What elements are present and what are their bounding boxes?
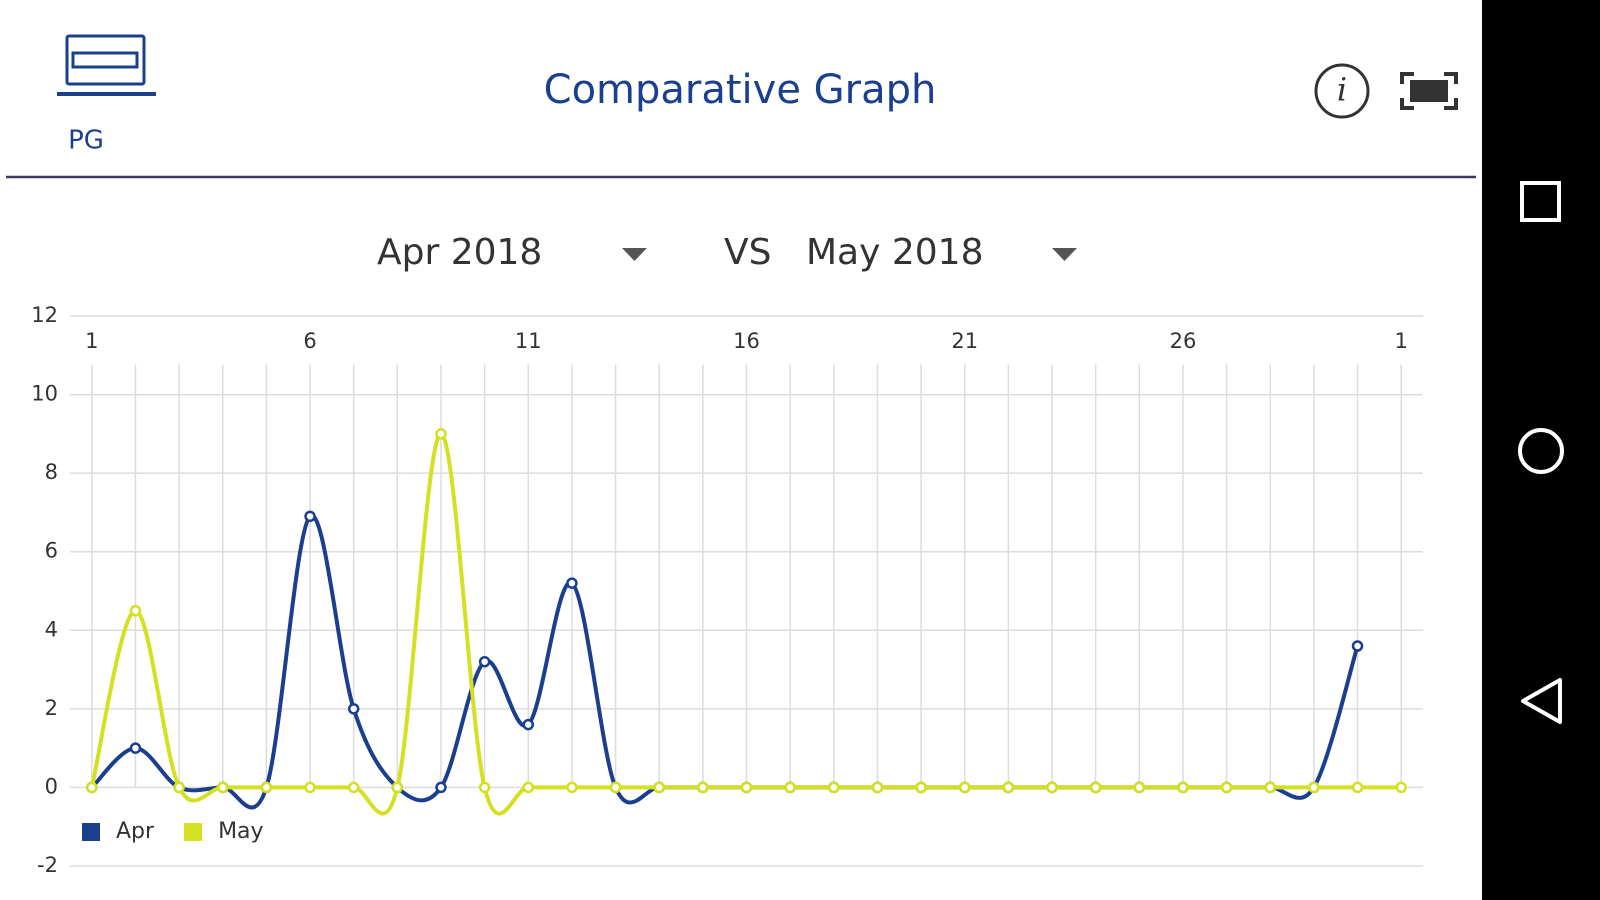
back-button[interactable] (1521, 678, 1562, 724)
data-point (1002, 781, 1015, 794)
data-point (1177, 781, 1189, 794)
x-tick-label: 6 (303, 329, 316, 353)
data-point (1395, 781, 1407, 794)
data-point (653, 781, 665, 794)
x-tick-label: 1 (85, 329, 98, 353)
y-tick-label: 6 (45, 539, 58, 563)
y-tick-label: 12 (31, 303, 58, 327)
recent-apps-button[interactable] (1520, 181, 1561, 222)
data-point (435, 428, 447, 440)
legend-item: Apr (82, 819, 155, 844)
legend-item: May (184, 819, 264, 844)
data-point (260, 781, 273, 794)
y-tick-label: 10 (31, 382, 58, 406)
data-point (391, 781, 404, 794)
data-point (1089, 781, 1102, 794)
data-point (347, 781, 360, 794)
y-tick-label: 8 (45, 460, 58, 484)
data-point (522, 718, 535, 731)
x-tick-label: 16 (733, 329, 760, 353)
data-point (1351, 781, 1364, 794)
data-point (1220, 781, 1233, 794)
y-tick-label: 2 (45, 696, 58, 720)
fullscreen-button[interactable] (1400, 72, 1458, 110)
device-icon[interactable] (57, 34, 156, 96)
data-point (478, 781, 491, 794)
data-point (1133, 781, 1146, 794)
data-point (740, 781, 753, 794)
x-tick-label: 11 (515, 329, 542, 353)
data-point (1351, 640, 1364, 652)
data-point (566, 577, 578, 589)
vs-label: VS (724, 232, 771, 273)
x-tick-label: 1 (1394, 329, 1407, 353)
nav-bar (1482, 0, 1600, 900)
data-point (217, 781, 229, 794)
data-point (347, 703, 360, 715)
data-point (129, 604, 142, 617)
month-selector-left[interactable]: Apr 2018 (377, 232, 647, 273)
legend-swatch (82, 823, 100, 841)
legend-label: Apr (116, 819, 155, 844)
selector-text: Apr 2018 (377, 232, 542, 273)
data-point (304, 510, 316, 523)
data-point (566, 781, 578, 794)
legend-label: May (218, 819, 263, 844)
data-point (697, 781, 709, 794)
data-point (609, 781, 622, 794)
x-tick-label: 26 (1170, 329, 1197, 353)
data-point (86, 781, 98, 794)
data-point (522, 781, 535, 794)
page-title: Comparative Graph (544, 67, 937, 113)
y-tick-label: 0 (45, 774, 58, 798)
home-button[interactable] (1518, 428, 1564, 474)
data-point (129, 742, 142, 754)
month-selector-right[interactable]: May 2018 (806, 232, 1077, 273)
data-point (1264, 781, 1276, 794)
data-point (1046, 781, 1058, 794)
data-point (784, 781, 796, 794)
svg-text:i: i (1337, 71, 1347, 109)
data-point (828, 781, 840, 794)
y-tick-label: 4 (45, 617, 58, 641)
selector-text: May 2018 (806, 232, 984, 273)
data-point (958, 781, 971, 794)
data-point (173, 781, 185, 794)
x-tick-label: 21 (951, 329, 978, 353)
data-point (435, 781, 447, 794)
data-point (1308, 781, 1320, 794)
series-line (89, 431, 1402, 816)
device-label: PG (68, 126, 104, 156)
y-tick-label: -2 (37, 853, 58, 877)
app-background (0, 0, 1482, 900)
info-button[interactable]: i (1314, 63, 1370, 119)
legend-swatch (184, 823, 203, 841)
data-point (871, 781, 884, 794)
data-point (915, 781, 927, 794)
data-point (304, 781, 316, 794)
data-point (478, 655, 491, 668)
